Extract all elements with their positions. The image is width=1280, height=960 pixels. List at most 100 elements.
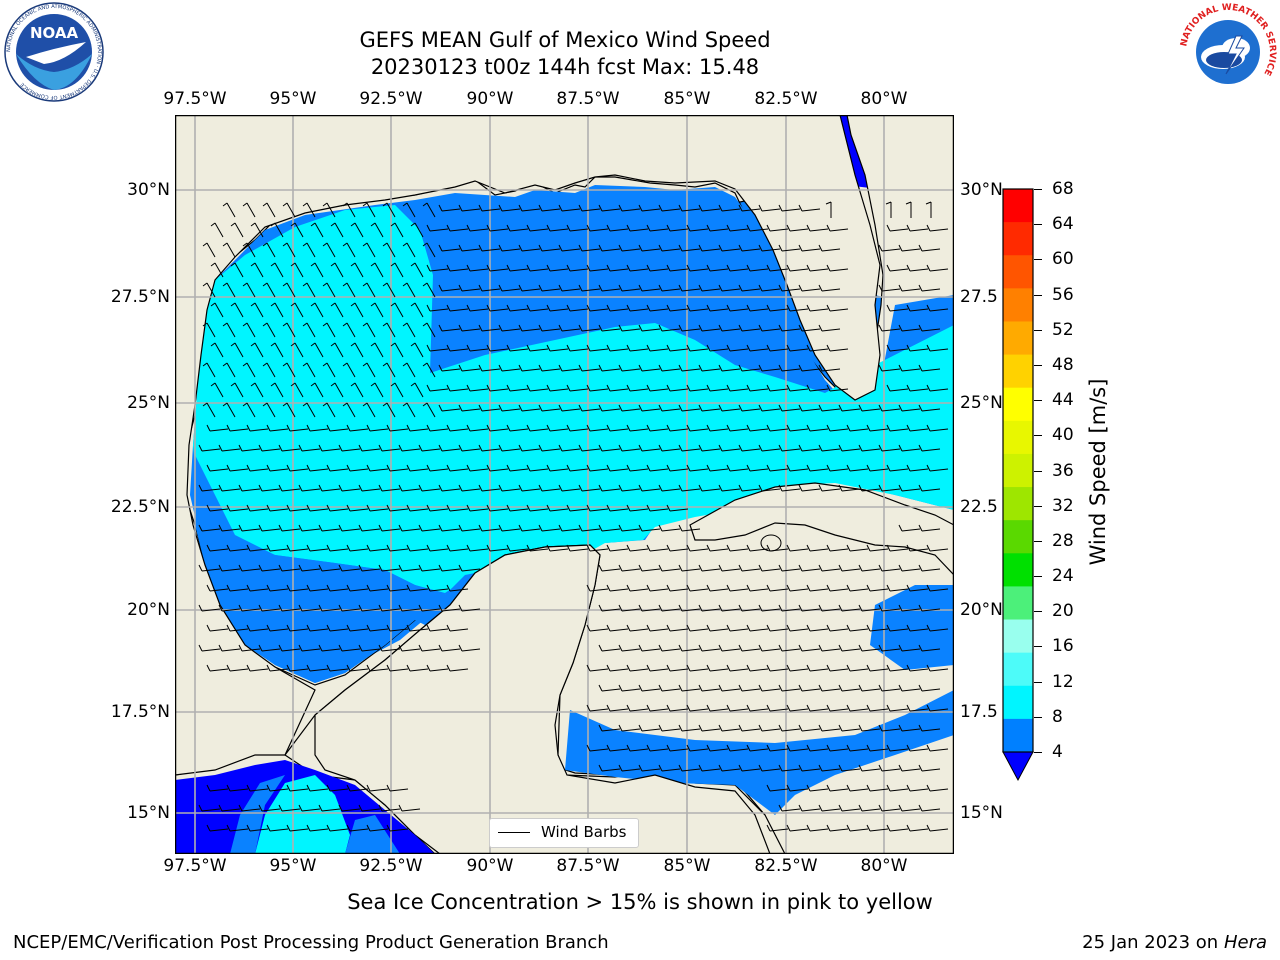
wind-barb [546, 464, 569, 472]
wind-barb [666, 704, 689, 712]
wind-barb [698, 724, 721, 732]
wind-barb [658, 284, 681, 292]
wind-barb [658, 604, 681, 612]
wind-barb [246, 784, 269, 792]
wind-barb [266, 584, 289, 592]
wind-barb [786, 624, 809, 632]
wind-barb [558, 364, 581, 372]
wind-barb [806, 264, 829, 272]
wind-barb [758, 444, 781, 452]
wind-barb [746, 344, 769, 352]
wind-barb [538, 204, 561, 212]
wind-barb [466, 424, 489, 432]
wind-barb [666, 344, 689, 352]
wind-barb [438, 404, 461, 412]
wind-barb [586, 744, 609, 752]
wind-barb [638, 724, 661, 732]
colorbar-frame [1002, 188, 1034, 753]
wind-barb [398, 524, 421, 532]
wind-barb [806, 384, 829, 392]
wind-barb [638, 684, 661, 692]
wind-barb [758, 644, 781, 652]
wind-barb [858, 644, 881, 652]
wind-barb [338, 804, 361, 812]
wind-barb [846, 624, 869, 632]
wind-barb [838, 604, 861, 612]
wind-barb [766, 704, 789, 712]
wind-barb [858, 764, 881, 772]
wind-barb [686, 224, 709, 232]
wind-barb [286, 624, 309, 632]
wind-barb [506, 464, 529, 472]
wind-barb [746, 744, 769, 752]
wind-barb [346, 584, 369, 592]
wind-barb [358, 604, 381, 612]
wind-barb [838, 804, 861, 812]
wind-barb [226, 664, 249, 672]
noaa-logo-text: NOAA [30, 24, 79, 42]
colorbar-tick-label: 20 [1052, 601, 1074, 622]
wind-barb [586, 304, 609, 312]
wind-barb [426, 464, 449, 472]
wind-barb [206, 824, 229, 832]
wind-barb [786, 584, 809, 592]
colorbar-tick-label: 24 [1052, 566, 1074, 587]
colorbar-tick-mark [1034, 470, 1042, 472]
wind-barb [266, 544, 289, 552]
wind-barb [206, 464, 229, 472]
wind-barb [918, 764, 941, 772]
wind-barb [826, 784, 849, 792]
wind-barb [706, 704, 729, 712]
wind-barb [446, 584, 469, 592]
wind-barb [238, 444, 261, 452]
wind-barb [678, 724, 701, 732]
wind-barb [350, 222, 364, 238]
wind-barb [206, 784, 229, 792]
wind-barb [578, 524, 601, 532]
wind-barb [546, 504, 569, 512]
wind-barb [358, 444, 381, 452]
wind-barb [678, 324, 701, 332]
wind-barb [466, 544, 489, 552]
wind-barb [798, 404, 821, 412]
wind-barb [726, 264, 749, 272]
wind-barb [586, 504, 609, 512]
wind-barb [390, 302, 404, 318]
wind-barb [878, 684, 901, 692]
wind-barb [798, 244, 821, 252]
wind-barb [866, 544, 889, 552]
wind-barb [746, 384, 769, 392]
wind-barb [278, 804, 301, 812]
wind-barb [726, 584, 749, 592]
wind-barb [310, 342, 324, 358]
wind-barb [906, 224, 929, 232]
wind-barb [478, 244, 501, 252]
wind-barb [518, 404, 541, 412]
colorbar-segment [1003, 354, 1033, 389]
wind-barb [878, 284, 901, 292]
wind-barb [698, 684, 721, 692]
wind-barb [578, 404, 601, 412]
wind-barb [825, 201, 832, 218]
wind-barb [518, 524, 541, 532]
wind-barb [390, 342, 404, 358]
wind-barb [546, 544, 569, 552]
wind-barb [526, 544, 549, 552]
wind-barb [258, 604, 281, 612]
wind-barb [806, 464, 829, 472]
wind-barb [598, 404, 621, 412]
wind-barb [198, 484, 221, 492]
wind-barb [866, 424, 889, 432]
wind-barb [618, 764, 641, 772]
wind-barb [878, 764, 901, 772]
wind-barb [322, 402, 336, 418]
wind-barb [598, 484, 621, 492]
colorbar-tick-mark [1034, 189, 1042, 190]
wind-barb [758, 684, 781, 692]
wind-barb [686, 384, 709, 392]
wind-barb [838, 644, 861, 652]
wind-barb [826, 664, 849, 672]
wind-barb [618, 404, 641, 412]
wind-barb [538, 364, 561, 372]
wind-barb [826, 584, 849, 592]
